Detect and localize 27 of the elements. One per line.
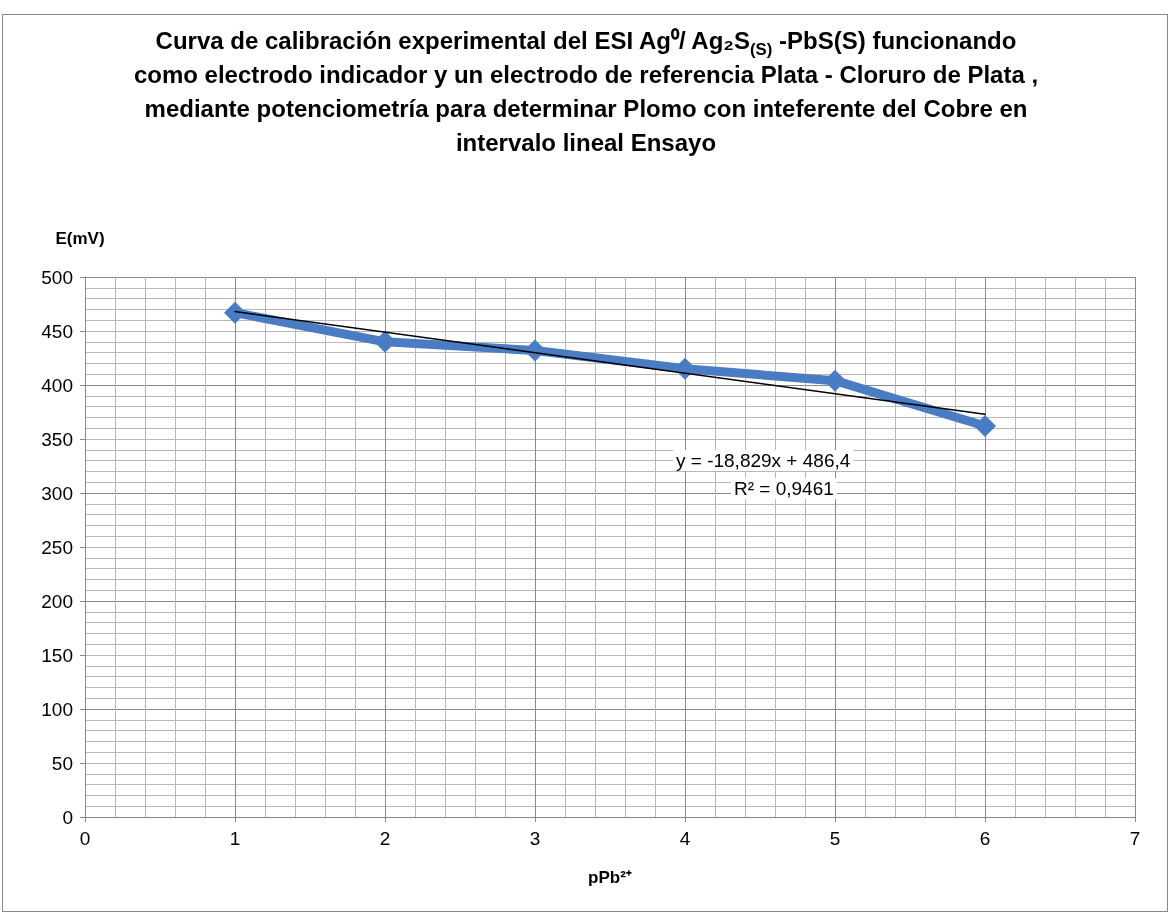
y-tick-label: 0 [62,806,73,828]
x-axis-title: pPb²⁺ [588,868,632,887]
point [974,415,996,438]
y-tick-label: 350 [41,428,73,450]
point [824,369,846,392]
y-tick-label: 200 [41,590,73,612]
annotation: R² = 0,9461 [734,478,834,499]
y-tick-label: 100 [41,698,73,720]
y-tick-label: 300 [41,482,73,504]
x-tick-label: 3 [529,828,541,849]
x-tick-label: 2 [379,828,391,849]
chart-title: Curva de calibración experimental del ESI Ag⁰/ Ag₂S$_{(S)}$ -PbS(S) funcionando como electrodo indicador y un electrodo de referencia Plata - Cloruro de Plata , mediante potenciometría para determinar Plomo con inteferente del Cobre en intervalo lineal Ensayo [132,26,1040,158]
x-tick-label: 5 [829,828,841,849]
x-tick-label: 4 [679,828,691,849]
x-tick-label: 0 [79,828,91,849]
x-tick-label: 6 [979,828,991,849]
x-tick-label: 1 [229,828,241,849]
y-axis-title: E(mV) [55,229,105,248]
y-tick-label: 50 [51,752,73,774]
x-tick-label: 7 [1129,828,1141,849]
y-tick-label: 150 [41,644,73,666]
y-tick-label: 450 [41,320,73,342]
y-tick-label: 400 [41,374,73,396]
y-tick-label: 250 [41,536,73,558]
point [224,301,246,324]
y-tick-label: 500 [41,266,73,288]
annotation: y = -18,829x + 486,4 [676,450,851,471]
